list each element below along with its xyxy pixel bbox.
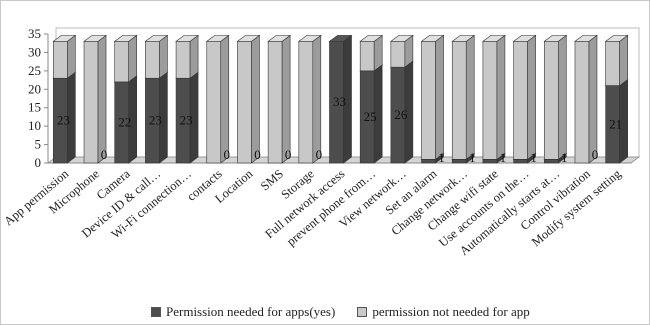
- data-label: 1: [561, 150, 568, 165]
- data-label: 1: [530, 150, 537, 165]
- bar-permission-not-needed-side: [251, 34, 260, 164]
- bar-permission-not-needed-side: [557, 34, 567, 160]
- data-label: 21: [609, 116, 622, 131]
- y-tick-label: 0: [35, 155, 42, 170]
- bar-permission-needed: [513, 159, 528, 164]
- bar-permission-not-needed-top: [267, 35, 292, 42]
- bar-permission-not-needed-top: [389, 35, 414, 42]
- bar-permission-not-needed: [543, 41, 559, 160]
- bar-permission-not-needed: [145, 41, 160, 79]
- legend-item: permission not needed for app: [357, 304, 530, 320]
- bar-permission-not-needed: [114, 41, 130, 83]
- bar-permission-not-needed-side: [189, 34, 199, 79]
- data-label: 0: [254, 147, 261, 162]
- bar-permission-not-needed: [605, 41, 620, 86]
- bar-permission-not-needed: [513, 41, 528, 160]
- bar-permission-not-needed: [83, 41, 99, 164]
- bar-permission-not-needed: [298, 41, 314, 164]
- bar-permission-not-needed: [421, 41, 436, 160]
- bar-permission-not-needed: [53, 41, 68, 79]
- bar-permission-not-needed-top: [512, 35, 537, 42]
- data-label: 25: [364, 109, 377, 124]
- legend-item: Permission needed for apps(yes): [151, 304, 335, 320]
- bar-permission-not-needed-top: [574, 35, 598, 42]
- bar-permission-not-needed-side: [527, 34, 536, 160]
- y-tick-label: 20: [28, 81, 41, 96]
- bar-permission-not-needed-top: [297, 35, 322, 42]
- data-label: 26: [394, 107, 408, 122]
- bar-permission-not-needed-side: [97, 34, 107, 164]
- data-label: 1: [500, 150, 507, 165]
- legend-label: Permission needed for apps(yes): [166, 304, 336, 319]
- bar-permission-not-needed: [482, 41, 498, 160]
- data-label: 33: [333, 94, 346, 109]
- bar-permission-not-needed-top: [52, 35, 77, 42]
- data-label: 0: [316, 147, 323, 162]
- bar-permission-not-needed-top: [144, 35, 169, 42]
- y-tick-label: 5: [35, 137, 42, 152]
- bar-permission-not-needed: [267, 41, 283, 164]
- legend: Permission needed for apps(yes) permissio…: [151, 303, 552, 321]
- bar-permission-not-needed-side: [220, 34, 230, 164]
- bar-permission-not-needed-top: [543, 35, 568, 42]
- bar-permission-not-needed-top: [175, 35, 199, 42]
- bar-permission-not-needed-top: [113, 35, 138, 42]
- data-label: 22: [118, 114, 131, 129]
- bar-permission-not-needed-top: [420, 35, 445, 42]
- data-label: 0: [285, 147, 292, 162]
- bar-permission-needed: [543, 159, 559, 164]
- bar-permission-not-needed-side: [159, 34, 168, 79]
- y-tick-label: 30: [28, 44, 41, 59]
- bar-permission-not-needed-side: [128, 34, 138, 83]
- bar-permission-not-needed-side: [281, 34, 291, 164]
- legend-swatch: [357, 307, 368, 317]
- data-label: 23: [57, 113, 70, 128]
- bar-permission-not-needed-side: [496, 34, 506, 160]
- bar-permission-not-needed: [574, 41, 590, 164]
- y-tick-label: 15: [28, 100, 41, 115]
- bar-permission-not-needed-top: [205, 35, 230, 42]
- bar-permission-not-needed-side: [588, 34, 598, 164]
- bar-permission-not-needed-top: [451, 35, 476, 42]
- bar-permission-not-needed-side: [619, 34, 628, 87]
- bar-permission-not-needed-side: [465, 34, 475, 160]
- y-tick-label: 25: [28, 63, 41, 78]
- bar-permission-needed-top: [328, 35, 353, 42]
- data-label: 23: [180, 113, 193, 128]
- bar-permission-not-needed-top: [236, 35, 261, 42]
- bar-permission-not-needed-top: [482, 35, 506, 42]
- y-tick-label: 35: [28, 26, 41, 41]
- bar-permission-not-needed-side: [312, 34, 322, 164]
- bar-permission-not-needed: [451, 41, 467, 160]
- bar-permission-not-needed: [175, 41, 191, 79]
- y-tick-label: 10: [28, 118, 41, 133]
- legend-label: permission not needed for app: [372, 304, 530, 319]
- legend-swatch: [151, 307, 161, 317]
- bar-permission-not-needed-side: [435, 34, 444, 160]
- bar-permission-not-needed: [237, 41, 252, 164]
- bar-permission-needed: [451, 159, 467, 164]
- bar-permission-needed: [482, 159, 498, 164]
- data-label: 0: [592, 147, 599, 162]
- bar-permission-not-needed: [359, 41, 375, 72]
- bar-permission-not-needed-top: [83, 35, 107, 42]
- bar-permission-not-needed: [206, 41, 222, 164]
- data-label: 0: [224, 147, 231, 162]
- bar-permission-needed: [421, 159, 436, 164]
- data-label: 23: [149, 113, 162, 128]
- bar-permission-not-needed: [390, 41, 406, 68]
- data-label: 1: [438, 150, 445, 165]
- bar-permission-not-needed-side: [67, 34, 76, 79]
- bar-permission-not-needed-top: [604, 35, 629, 42]
- bar-permission-not-needed-top: [359, 35, 384, 42]
- data-label: 1: [469, 150, 476, 165]
- data-label: 0: [101, 147, 108, 162]
